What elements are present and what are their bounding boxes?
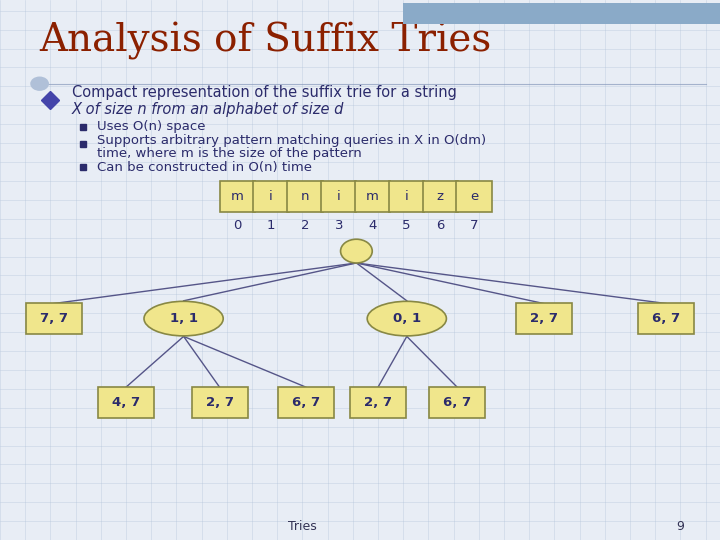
Text: 0, 1: 0, 1 bbox=[392, 312, 421, 325]
Text: 2, 7: 2, 7 bbox=[206, 396, 233, 409]
Text: 2, 7: 2, 7 bbox=[364, 396, 392, 409]
Text: i: i bbox=[405, 190, 408, 203]
Text: e: e bbox=[470, 190, 478, 203]
FancyBboxPatch shape bbox=[429, 387, 485, 418]
FancyBboxPatch shape bbox=[355, 181, 390, 212]
Ellipse shape bbox=[341, 239, 372, 263]
Text: X of size n from an alphabet of size d: X of size n from an alphabet of size d bbox=[72, 102, 344, 117]
Text: z: z bbox=[437, 190, 444, 203]
FancyBboxPatch shape bbox=[278, 387, 334, 418]
FancyBboxPatch shape bbox=[253, 181, 289, 212]
Text: 2, 7: 2, 7 bbox=[530, 312, 557, 325]
Text: 7, 7: 7, 7 bbox=[40, 312, 68, 325]
FancyBboxPatch shape bbox=[638, 303, 694, 334]
Text: 4, 7: 4, 7 bbox=[112, 396, 140, 409]
Text: m: m bbox=[366, 190, 379, 203]
Ellipse shape bbox=[144, 301, 223, 336]
Text: Uses O(n) space: Uses O(n) space bbox=[97, 120, 206, 133]
Text: Can be constructed in O(n) time: Can be constructed in O(n) time bbox=[97, 161, 312, 174]
FancyBboxPatch shape bbox=[456, 181, 492, 212]
Text: Tries: Tries bbox=[288, 520, 317, 533]
Text: 4: 4 bbox=[369, 219, 377, 232]
FancyBboxPatch shape bbox=[98, 387, 154, 418]
Text: 0: 0 bbox=[233, 219, 241, 232]
Text: 6, 7: 6, 7 bbox=[652, 312, 680, 325]
Text: Supports arbitrary pattern matching queries in X in O(dm): Supports arbitrary pattern matching quer… bbox=[97, 134, 486, 147]
FancyBboxPatch shape bbox=[220, 181, 255, 212]
Text: 2: 2 bbox=[301, 219, 309, 232]
Text: 6, 7: 6, 7 bbox=[443, 396, 472, 409]
Text: Analysis of Suffix Tries: Analysis of Suffix Tries bbox=[40, 22, 492, 59]
Text: i: i bbox=[269, 190, 273, 203]
Text: 7: 7 bbox=[470, 219, 478, 232]
Circle shape bbox=[31, 77, 48, 90]
FancyBboxPatch shape bbox=[350, 387, 406, 418]
FancyBboxPatch shape bbox=[516, 303, 572, 334]
FancyBboxPatch shape bbox=[403, 3, 720, 24]
FancyBboxPatch shape bbox=[423, 181, 458, 212]
Text: n: n bbox=[301, 190, 309, 203]
Text: 5: 5 bbox=[402, 219, 410, 232]
Text: time, where m is the size of the pattern: time, where m is the size of the pattern bbox=[97, 147, 362, 160]
FancyBboxPatch shape bbox=[321, 181, 356, 212]
Text: 6, 7: 6, 7 bbox=[292, 396, 320, 409]
FancyBboxPatch shape bbox=[287, 181, 323, 212]
Text: 1: 1 bbox=[267, 219, 275, 232]
FancyBboxPatch shape bbox=[389, 181, 424, 212]
Text: 9: 9 bbox=[676, 520, 684, 533]
FancyBboxPatch shape bbox=[26, 303, 82, 334]
Text: i: i bbox=[337, 190, 341, 203]
Text: m: m bbox=[231, 190, 243, 203]
Text: 6: 6 bbox=[436, 219, 444, 232]
Text: Compact representation of the suffix trie for a string: Compact representation of the suffix tri… bbox=[72, 85, 457, 100]
Text: 3: 3 bbox=[335, 219, 343, 232]
FancyBboxPatch shape bbox=[192, 387, 248, 418]
Ellipse shape bbox=[367, 301, 446, 336]
Text: 1, 1: 1, 1 bbox=[170, 312, 197, 325]
